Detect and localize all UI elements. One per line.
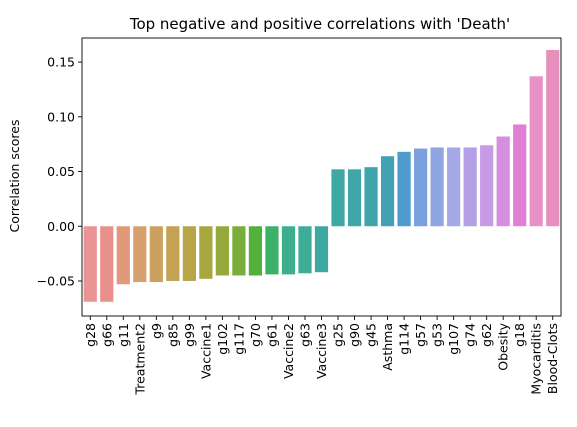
x-tick-label-g99: g99 bbox=[182, 323, 197, 347]
x-tick-label-g62: g62 bbox=[479, 323, 494, 347]
x-tick-label-g70: g70 bbox=[248, 323, 263, 347]
bar-g117 bbox=[232, 226, 246, 276]
bars-group bbox=[83, 50, 560, 302]
bar-g63 bbox=[298, 226, 312, 274]
x-tick-label-g74: g74 bbox=[463, 323, 478, 347]
bar-g114 bbox=[397, 151, 411, 227]
y-axis-label: Correlation scores bbox=[7, 119, 22, 232]
bar-myocarditis bbox=[529, 76, 543, 227]
bar-g62 bbox=[480, 145, 494, 227]
x-tick-label-g25: g25 bbox=[331, 323, 346, 347]
x-tick-label-asthma: Asthma bbox=[380, 323, 395, 371]
y-tick-label: 0.05 bbox=[47, 164, 75, 179]
y-tick-label: −0.05 bbox=[37, 273, 75, 288]
x-tick-label-g107: g107 bbox=[446, 323, 461, 355]
x-tick-label-g85: g85 bbox=[165, 323, 180, 347]
x-tick-label-g114: g114 bbox=[397, 323, 412, 355]
plot-frame bbox=[81, 37, 562, 317]
x-tick-label-vaccine2: Vaccine2 bbox=[281, 323, 296, 379]
x-tick-label-g53: g53 bbox=[430, 323, 445, 347]
x-tick-label-g45: g45 bbox=[364, 323, 379, 347]
x-tick-label-treatment2: Treatment2 bbox=[132, 323, 147, 396]
x-tick-label-vaccine3: Vaccine3 bbox=[314, 323, 329, 379]
x-tick-label-g57: g57 bbox=[413, 323, 428, 347]
x-tick-label-blood-clots: Blood-Clots bbox=[545, 323, 560, 394]
x-tick-label-g11: g11 bbox=[116, 323, 131, 347]
x-tick-label-g9: g9 bbox=[149, 323, 164, 339]
x-tick-label-myocarditis: Myocarditis bbox=[529, 323, 544, 395]
bar-treatment2 bbox=[133, 226, 147, 283]
bar-g28 bbox=[83, 226, 97, 302]
bar-g9 bbox=[149, 226, 163, 283]
x-tick-label-g102: g102 bbox=[215, 323, 230, 355]
chart-title: Top negative and positive correlations w… bbox=[129, 15, 510, 33]
bar-vaccine2 bbox=[281, 226, 296, 275]
bar-g45 bbox=[364, 167, 378, 227]
y-tick-label: 0.10 bbox=[47, 109, 75, 124]
y-tick-label: 0.00 bbox=[47, 219, 75, 234]
bar-g66 bbox=[100, 226, 114, 302]
bar-vaccine1 bbox=[199, 226, 213, 279]
bar-g70 bbox=[248, 226, 263, 276]
x-tick-label-obesity: Obesity bbox=[496, 322, 511, 370]
x-tick-label-g63: g63 bbox=[297, 323, 312, 347]
x-tick-label-g61: g61 bbox=[264, 323, 279, 347]
bar-g11 bbox=[116, 226, 130, 285]
bar-blood-clots bbox=[546, 50, 560, 227]
bar-g61 bbox=[265, 226, 279, 275]
y-tick-label: 0.15 bbox=[47, 55, 75, 70]
bar-g57 bbox=[414, 148, 428, 227]
bar-g25 bbox=[331, 169, 345, 227]
bar-g90 bbox=[347, 169, 362, 227]
bar-g18 bbox=[513, 124, 527, 227]
bar-g74 bbox=[463, 147, 477, 227]
x-tick-label-vaccine1: Vaccine1 bbox=[198, 323, 213, 379]
x-tick-label-g18: g18 bbox=[512, 323, 527, 347]
bar-g107 bbox=[447, 147, 461, 227]
x-tick-label-g90: g90 bbox=[347, 323, 362, 347]
bar-g99 bbox=[182, 226, 196, 281]
bar-g85 bbox=[166, 226, 180, 281]
bar-g102 bbox=[215, 226, 229, 276]
bar-obesity bbox=[496, 136, 510, 227]
bar-g53 bbox=[430, 147, 444, 227]
y-ticks-group: −0.05 0.00 0.05 0.10 0.15 bbox=[37, 55, 82, 288]
bar-asthma bbox=[380, 156, 395, 227]
x-tick-label-g117: g117 bbox=[231, 323, 246, 355]
x-tick-label-g66: g66 bbox=[99, 323, 114, 347]
bar-vaccine3 bbox=[314, 226, 329, 273]
x-ticks-group: g28 g66 g11 Treatment2 g9 g85 g99 Vaccine1 g102 g… bbox=[83, 316, 560, 396]
x-tick-label-g28: g28 bbox=[83, 323, 98, 347]
